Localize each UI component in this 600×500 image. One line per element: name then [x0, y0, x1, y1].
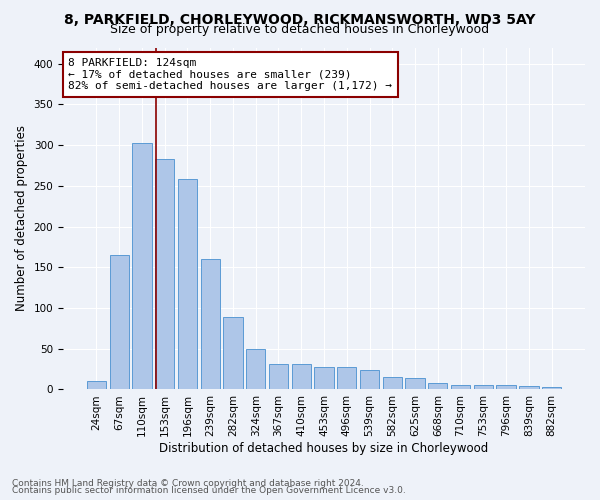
- Bar: [269, 364, 288, 390]
- Text: Size of property relative to detached houses in Chorleywood: Size of property relative to detached ho…: [110, 22, 490, 36]
- Bar: [200, 259, 220, 390]
- Bar: [314, 368, 334, 390]
- X-axis label: Distribution of detached houses by size in Chorleywood: Distribution of detached houses by size …: [160, 442, 488, 455]
- Bar: [360, 370, 379, 390]
- Bar: [428, 383, 448, 390]
- Bar: [451, 386, 470, 390]
- Bar: [87, 382, 106, 390]
- Text: Contains public sector information licensed under the Open Government Licence v3: Contains public sector information licen…: [12, 486, 406, 495]
- Bar: [292, 364, 311, 390]
- Bar: [132, 143, 152, 390]
- Bar: [337, 368, 356, 390]
- Text: 8, PARKFIELD, CHORLEYWOOD, RICKMANSWORTH, WD3 5AY: 8, PARKFIELD, CHORLEYWOOD, RICKMANSWORTH…: [64, 12, 536, 26]
- Bar: [155, 159, 175, 390]
- Bar: [178, 180, 197, 390]
- Bar: [383, 377, 402, 390]
- Bar: [519, 386, 539, 390]
- Bar: [110, 255, 129, 390]
- Bar: [223, 317, 242, 390]
- Bar: [473, 386, 493, 390]
- Bar: [542, 387, 561, 390]
- Y-axis label: Number of detached properties: Number of detached properties: [15, 126, 28, 312]
- Bar: [496, 386, 516, 390]
- Text: 8 PARKFIELD: 124sqm
← 17% of detached houses are smaller (239)
82% of semi-detac: 8 PARKFIELD: 124sqm ← 17% of detached ho…: [68, 58, 392, 91]
- Bar: [406, 378, 425, 390]
- Bar: [246, 348, 265, 390]
- Text: Contains HM Land Registry data © Crown copyright and database right 2024.: Contains HM Land Registry data © Crown c…: [12, 478, 364, 488]
